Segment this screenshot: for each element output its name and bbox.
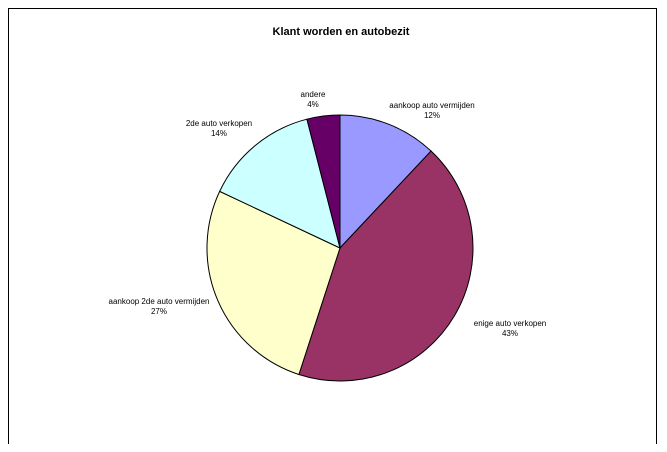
slice-category-label: aankoop 2de auto vermijden: [109, 297, 210, 306]
slice-category-label: 2de auto verkopen: [186, 119, 252, 128]
slice-percent-label: 43%: [502, 329, 518, 338]
pie-slices: [206, 114, 474, 382]
slice-percent-label: 14%: [211, 129, 227, 138]
slice-percent-label: 12%: [424, 111, 440, 120]
pie-slice: [339, 114, 432, 250]
slice-category-label: aankoop auto vermijden: [389, 101, 474, 110]
pie-slice: [306, 114, 341, 249]
slice-percent-label: 4%: [307, 100, 319, 109]
slice-category-label: enige auto verkopen: [474, 319, 547, 328]
slice-category-label: andere: [301, 90, 326, 99]
pie-slice: [298, 150, 474, 382]
slice-percent-label: 27%: [151, 307, 167, 316]
chart-title: Klant worden en autobezit: [273, 26, 410, 38]
pie-slice: [218, 118, 341, 249]
pie-slice: [206, 190, 341, 376]
